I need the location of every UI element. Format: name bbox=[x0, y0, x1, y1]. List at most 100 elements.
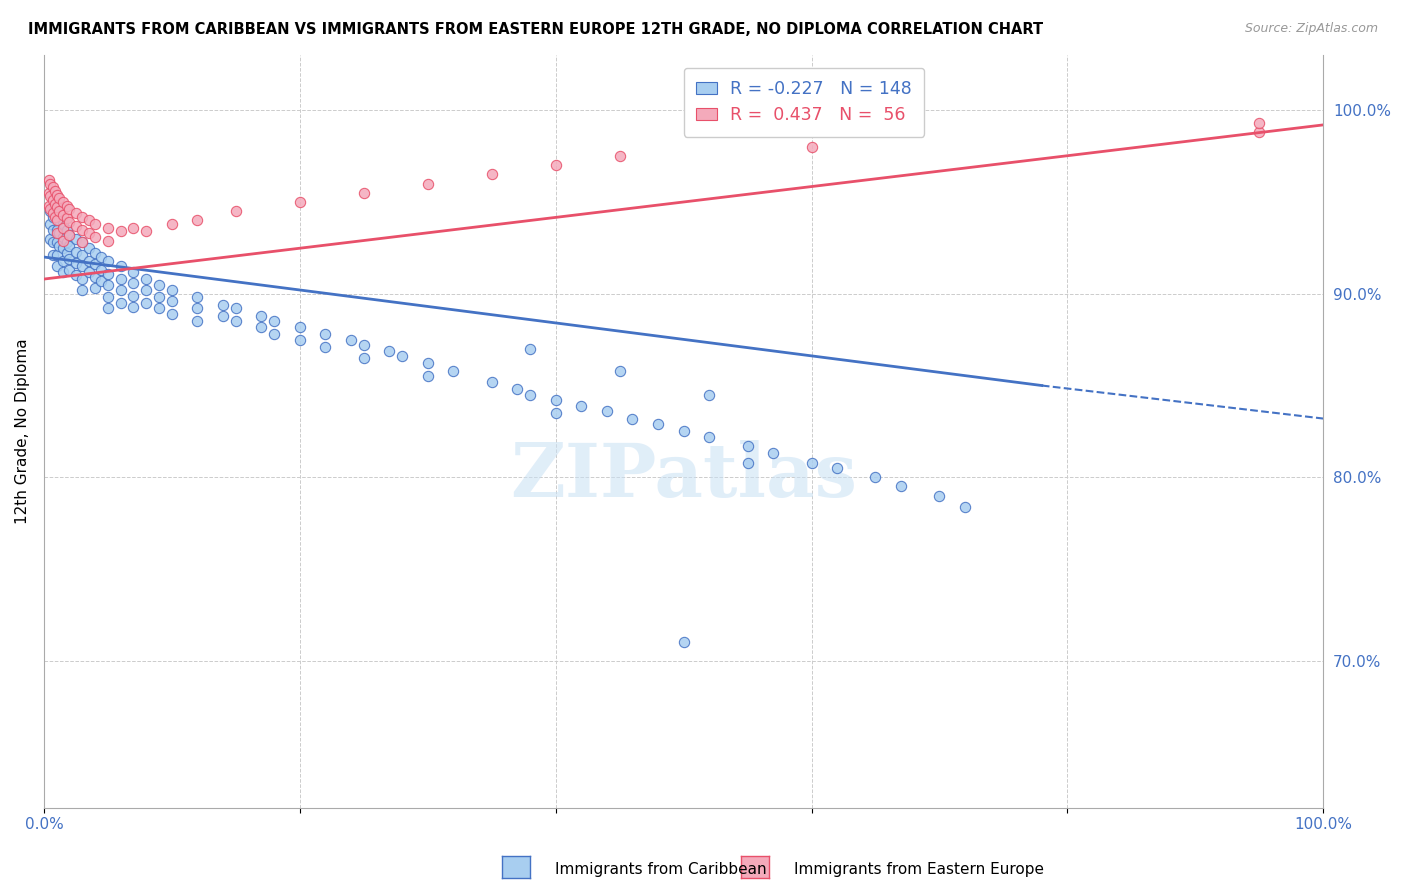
Point bbox=[44, 210, 66, 224]
Point bbox=[672, 425, 695, 439]
Point bbox=[42, 210, 65, 224]
Point bbox=[135, 283, 157, 297]
Text: Immigrants from Eastern Europe: Immigrants from Eastern Europe bbox=[794, 863, 1045, 877]
Point bbox=[84, 257, 107, 271]
Point bbox=[84, 230, 107, 244]
Point bbox=[65, 219, 87, 233]
Point bbox=[72, 222, 94, 236]
Point bbox=[52, 194, 75, 209]
Point bbox=[110, 283, 132, 297]
Point bbox=[97, 267, 120, 281]
Point bbox=[160, 283, 183, 297]
Point bbox=[42, 206, 65, 220]
Point bbox=[72, 235, 94, 250]
Point bbox=[42, 222, 65, 236]
Point bbox=[697, 387, 720, 401]
Point bbox=[52, 265, 75, 279]
Point bbox=[72, 210, 94, 224]
Point bbox=[609, 364, 631, 378]
Point bbox=[378, 343, 401, 358]
Point bbox=[42, 180, 65, 194]
Y-axis label: 12th Grade, No Diploma: 12th Grade, No Diploma bbox=[15, 339, 30, 524]
Point bbox=[45, 235, 67, 250]
Point bbox=[225, 301, 247, 316]
Point bbox=[45, 210, 67, 224]
Point bbox=[825, 461, 848, 475]
Point bbox=[44, 196, 66, 211]
Point bbox=[42, 248, 65, 262]
Point bbox=[135, 272, 157, 286]
Point bbox=[90, 263, 112, 277]
Point bbox=[45, 187, 67, 202]
Point bbox=[77, 265, 100, 279]
Point bbox=[441, 364, 464, 378]
Point bbox=[52, 253, 75, 268]
Point bbox=[1249, 125, 1271, 139]
Point bbox=[314, 327, 336, 342]
Point bbox=[800, 456, 823, 470]
Point bbox=[186, 314, 208, 328]
Point bbox=[596, 404, 619, 418]
Point bbox=[212, 298, 235, 312]
Point bbox=[48, 226, 70, 240]
Point bbox=[544, 406, 567, 420]
Point bbox=[122, 288, 145, 302]
Point bbox=[225, 204, 247, 219]
Point bbox=[97, 234, 120, 248]
Point bbox=[77, 241, 100, 255]
Point bbox=[56, 199, 79, 213]
Point bbox=[135, 224, 157, 238]
Point bbox=[77, 253, 100, 268]
Point bbox=[544, 393, 567, 408]
Text: Immigrants from Caribbean: Immigrants from Caribbean bbox=[555, 863, 768, 877]
Point bbox=[225, 314, 247, 328]
Point bbox=[890, 479, 912, 493]
Point bbox=[621, 411, 644, 425]
Point bbox=[97, 277, 120, 292]
Point bbox=[288, 194, 311, 209]
Point bbox=[481, 375, 503, 389]
Point bbox=[84, 281, 107, 295]
Point bbox=[90, 274, 112, 288]
Point bbox=[865, 470, 887, 484]
Point bbox=[800, 140, 823, 154]
Point bbox=[39, 177, 62, 191]
Point bbox=[39, 232, 62, 246]
Point bbox=[186, 290, 208, 304]
Point bbox=[569, 399, 592, 413]
Point bbox=[391, 349, 413, 363]
Point bbox=[39, 217, 62, 231]
Point bbox=[697, 430, 720, 444]
Point bbox=[72, 248, 94, 262]
Point bbox=[97, 301, 120, 316]
Point bbox=[416, 357, 439, 371]
Point bbox=[314, 340, 336, 354]
Text: IMMIGRANTS FROM CARIBBEAN VS IMMIGRANTS FROM EASTERN EUROPE 12TH GRADE, NO DIPLO: IMMIGRANTS FROM CARIBBEAN VS IMMIGRANTS … bbox=[28, 22, 1043, 37]
Point bbox=[97, 220, 120, 235]
Point bbox=[122, 300, 145, 314]
Point bbox=[762, 446, 785, 460]
Point bbox=[135, 296, 157, 310]
Point bbox=[72, 235, 94, 250]
Point bbox=[160, 294, 183, 309]
Point bbox=[544, 158, 567, 172]
Point bbox=[288, 333, 311, 347]
Point bbox=[48, 213, 70, 227]
Point bbox=[42, 193, 65, 207]
Point bbox=[647, 417, 669, 431]
Point bbox=[122, 276, 145, 290]
Point bbox=[58, 227, 80, 242]
Point bbox=[58, 215, 80, 229]
Point bbox=[48, 204, 70, 219]
Point bbox=[84, 217, 107, 231]
Point bbox=[58, 252, 80, 266]
Point bbox=[288, 319, 311, 334]
Point bbox=[160, 307, 183, 321]
Point bbox=[45, 248, 67, 262]
Point bbox=[56, 211, 79, 226]
Point bbox=[45, 199, 67, 213]
Point bbox=[65, 244, 87, 259]
Point bbox=[52, 208, 75, 222]
Point bbox=[737, 439, 759, 453]
Point bbox=[122, 265, 145, 279]
